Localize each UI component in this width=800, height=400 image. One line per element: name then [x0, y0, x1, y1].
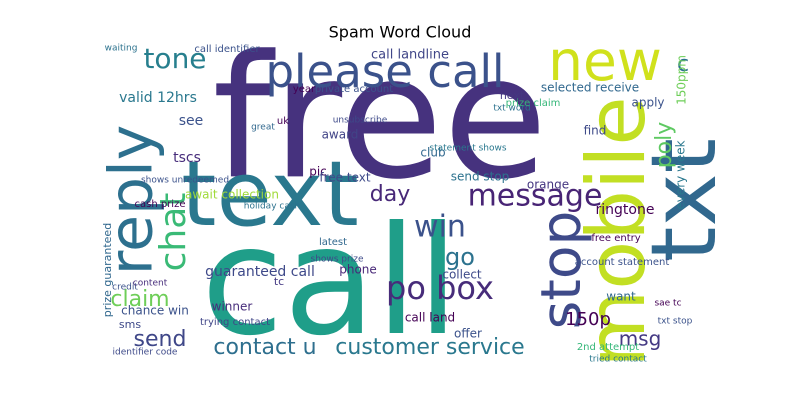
word: free text [319, 171, 370, 185]
word: club [420, 146, 445, 160]
word: call land [405, 311, 455, 325]
word: chance win [121, 304, 189, 318]
word: phone [339, 263, 377, 277]
word: c [677, 52, 689, 77]
word: account statement [575, 257, 670, 268]
word: day [370, 182, 410, 207]
word: orange [527, 178, 569, 192]
word: txt stop [658, 317, 693, 327]
word: prize claim [506, 98, 561, 109]
word: content [133, 279, 168, 289]
word: cash prize [135, 199, 186, 210]
word: winner [212, 300, 253, 314]
word: pic [309, 165, 327, 179]
word: chat [153, 193, 194, 272]
word: message [468, 179, 603, 214]
word: shows unredeemed [141, 176, 229, 186]
word: tscs [173, 150, 201, 166]
word: tone [143, 42, 206, 75]
word: customer service [335, 335, 524, 360]
word: call [201, 195, 459, 369]
word: latest [319, 237, 347, 248]
word: mobile [570, 96, 663, 367]
word: trying contact [200, 317, 270, 328]
word: tc [274, 275, 284, 288]
word: collect [442, 268, 482, 282]
word: 150ppm [675, 55, 689, 105]
word: unsubscribe [333, 116, 388, 126]
word: txt [632, 138, 737, 262]
word: tried contact [589, 355, 647, 365]
word: award [322, 128, 359, 142]
word: msg [619, 327, 662, 351]
word: sms [119, 318, 141, 331]
word: offer [454, 327, 482, 341]
word: want [606, 290, 636, 304]
word: great [251, 123, 275, 133]
word: poly [652, 122, 677, 169]
chart-title: Spam Word Cloud [329, 23, 472, 42]
word: credit [112, 283, 138, 293]
word: send [134, 327, 187, 352]
word: uk [277, 116, 289, 127]
word: next [500, 89, 525, 102]
word: apply [631, 96, 664, 110]
word: contact u [213, 335, 316, 360]
word: holiday cash [244, 202, 300, 212]
word: statement shows [429, 144, 506, 154]
word: guaranteed call [205, 264, 315, 280]
word: win [414, 210, 466, 245]
word: free entry [591, 233, 640, 244]
word: call landline [371, 48, 449, 63]
word: reply [97, 125, 167, 276]
word: find [584, 124, 607, 138]
word: please call [265, 45, 504, 98]
word: text [181, 142, 359, 247]
word: stop [529, 211, 593, 330]
word: prize guaranteed [101, 223, 114, 317]
word: go [445, 243, 475, 271]
word: send stop [451, 170, 510, 184]
word: po box [386, 269, 494, 307]
word: see [179, 113, 204, 129]
word: sae tc [654, 299, 681, 309]
word: selected receive [541, 81, 639, 95]
word: 2nd attempt [577, 342, 639, 353]
word: txt word [493, 104, 530, 114]
word: year [293, 84, 316, 95]
word: shows prize [311, 255, 364, 265]
word: waiting [105, 44, 138, 54]
word: claim [110, 287, 169, 312]
word: 150p [565, 309, 611, 330]
word: ringtone [596, 202, 655, 218]
word: valid 12hrs [119, 90, 197, 106]
word: identifier code [113, 348, 178, 358]
word: private account [315, 84, 393, 95]
word: free [212, 19, 547, 217]
word: await collection [185, 188, 279, 202]
word: every week [674, 140, 688, 209]
word: new [548, 29, 662, 93]
word: call identifier [194, 44, 260, 55]
